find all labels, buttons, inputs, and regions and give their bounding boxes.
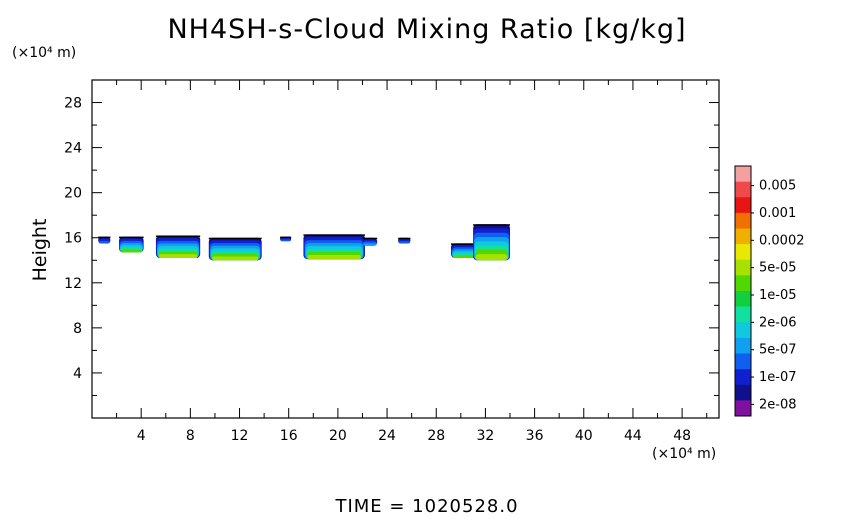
cloud-edge xyxy=(98,236,111,239)
cloud-edge xyxy=(119,236,144,239)
colorbar-swatch xyxy=(735,353,751,370)
x-axis-unit: (×10⁴ m) xyxy=(652,446,717,462)
cloud-band xyxy=(475,254,508,261)
y-tick-label: 16 xyxy=(64,231,82,247)
colorbar-label: 1e-07 xyxy=(759,370,797,385)
x-tick-label: 40 xyxy=(575,428,593,444)
colorbar-label: 1e-05 xyxy=(759,288,797,303)
cloud-edge xyxy=(280,236,292,239)
colorbar-swatch xyxy=(735,275,751,292)
colorbar-frame xyxy=(734,165,752,417)
x-tick-label: 12 xyxy=(231,428,249,444)
colorbar-swatch xyxy=(735,291,751,307)
cloud-band xyxy=(120,249,143,253)
colorbar-swatch xyxy=(735,369,751,386)
x-tick-label: 4 xyxy=(137,428,146,444)
cloud-edge xyxy=(450,243,483,245)
time-label: TIME = 1020528.0 xyxy=(335,496,519,517)
colorbar-swatch xyxy=(735,228,751,245)
colorbar-swatch xyxy=(735,400,751,417)
plot-frame xyxy=(91,79,720,419)
x-tick-label: 20 xyxy=(329,428,347,444)
colorbar-swatch xyxy=(735,244,751,261)
cloud-band xyxy=(280,239,291,242)
cloud-edge xyxy=(303,234,365,236)
cloud-band xyxy=(307,254,361,260)
colorbar-swatch xyxy=(735,306,751,323)
x-tick-label: 8 xyxy=(186,428,195,444)
colorbar-label: 0.0002 xyxy=(759,233,805,248)
x-tick-label: 44 xyxy=(624,428,642,444)
x-tick-label: 48 xyxy=(673,428,691,444)
colorbar-label: 5e-05 xyxy=(759,261,797,276)
cloud-band xyxy=(212,256,259,261)
cloud-edge xyxy=(473,224,510,226)
cloud-edge xyxy=(208,237,262,240)
cloud-edge xyxy=(362,237,378,240)
chart-title: NH4SH-s-Cloud Mixing Ratio [kg/kg] xyxy=(167,14,687,45)
colorbar-label: 2e-08 xyxy=(759,397,797,412)
colorbar-swatch xyxy=(735,337,751,354)
cloud-band xyxy=(363,243,377,246)
colorbar-label: 5e-07 xyxy=(759,343,797,358)
cloud-band xyxy=(398,241,410,244)
colorbar-swatch xyxy=(735,259,751,276)
y-tick-label: 24 xyxy=(64,141,82,157)
colorbar-label: 2e-06 xyxy=(759,315,797,330)
cloud-band xyxy=(98,240,110,244)
x-tick-label: 24 xyxy=(378,428,396,444)
y-tick-label: 20 xyxy=(64,186,82,202)
colorbar-label: 0.005 xyxy=(759,179,796,194)
y-tick-label: 12 xyxy=(64,276,82,292)
y-tick-label: 8 xyxy=(73,321,82,337)
colorbar-swatch xyxy=(735,166,751,182)
x-tick-label: 32 xyxy=(476,428,494,444)
x-tick-label: 28 xyxy=(427,428,445,444)
y-tick-label: 4 xyxy=(73,366,82,382)
colorbar-swatch xyxy=(735,322,751,339)
cloud-patches xyxy=(98,224,510,261)
x-tick-label: 16 xyxy=(280,428,298,444)
colorbar-swatch xyxy=(735,181,751,198)
colorbar-swatch xyxy=(735,197,751,214)
colorbar-label: 0.001 xyxy=(759,206,796,221)
colorbar-swatch xyxy=(735,384,751,401)
cloud-edge xyxy=(155,235,201,237)
y-axis-unit: (×10⁴ m) xyxy=(12,45,77,61)
y-tick-label: 28 xyxy=(64,96,82,112)
cloud-band xyxy=(158,254,198,259)
colorbar: 0.005 0.001 0.0002 5e-05 1e-05 2e-06 5e-07 1e-0… xyxy=(734,165,805,417)
cloud-edge xyxy=(398,237,411,240)
colorbar-swatch xyxy=(735,212,751,229)
x-tick-label: 36 xyxy=(526,428,544,444)
